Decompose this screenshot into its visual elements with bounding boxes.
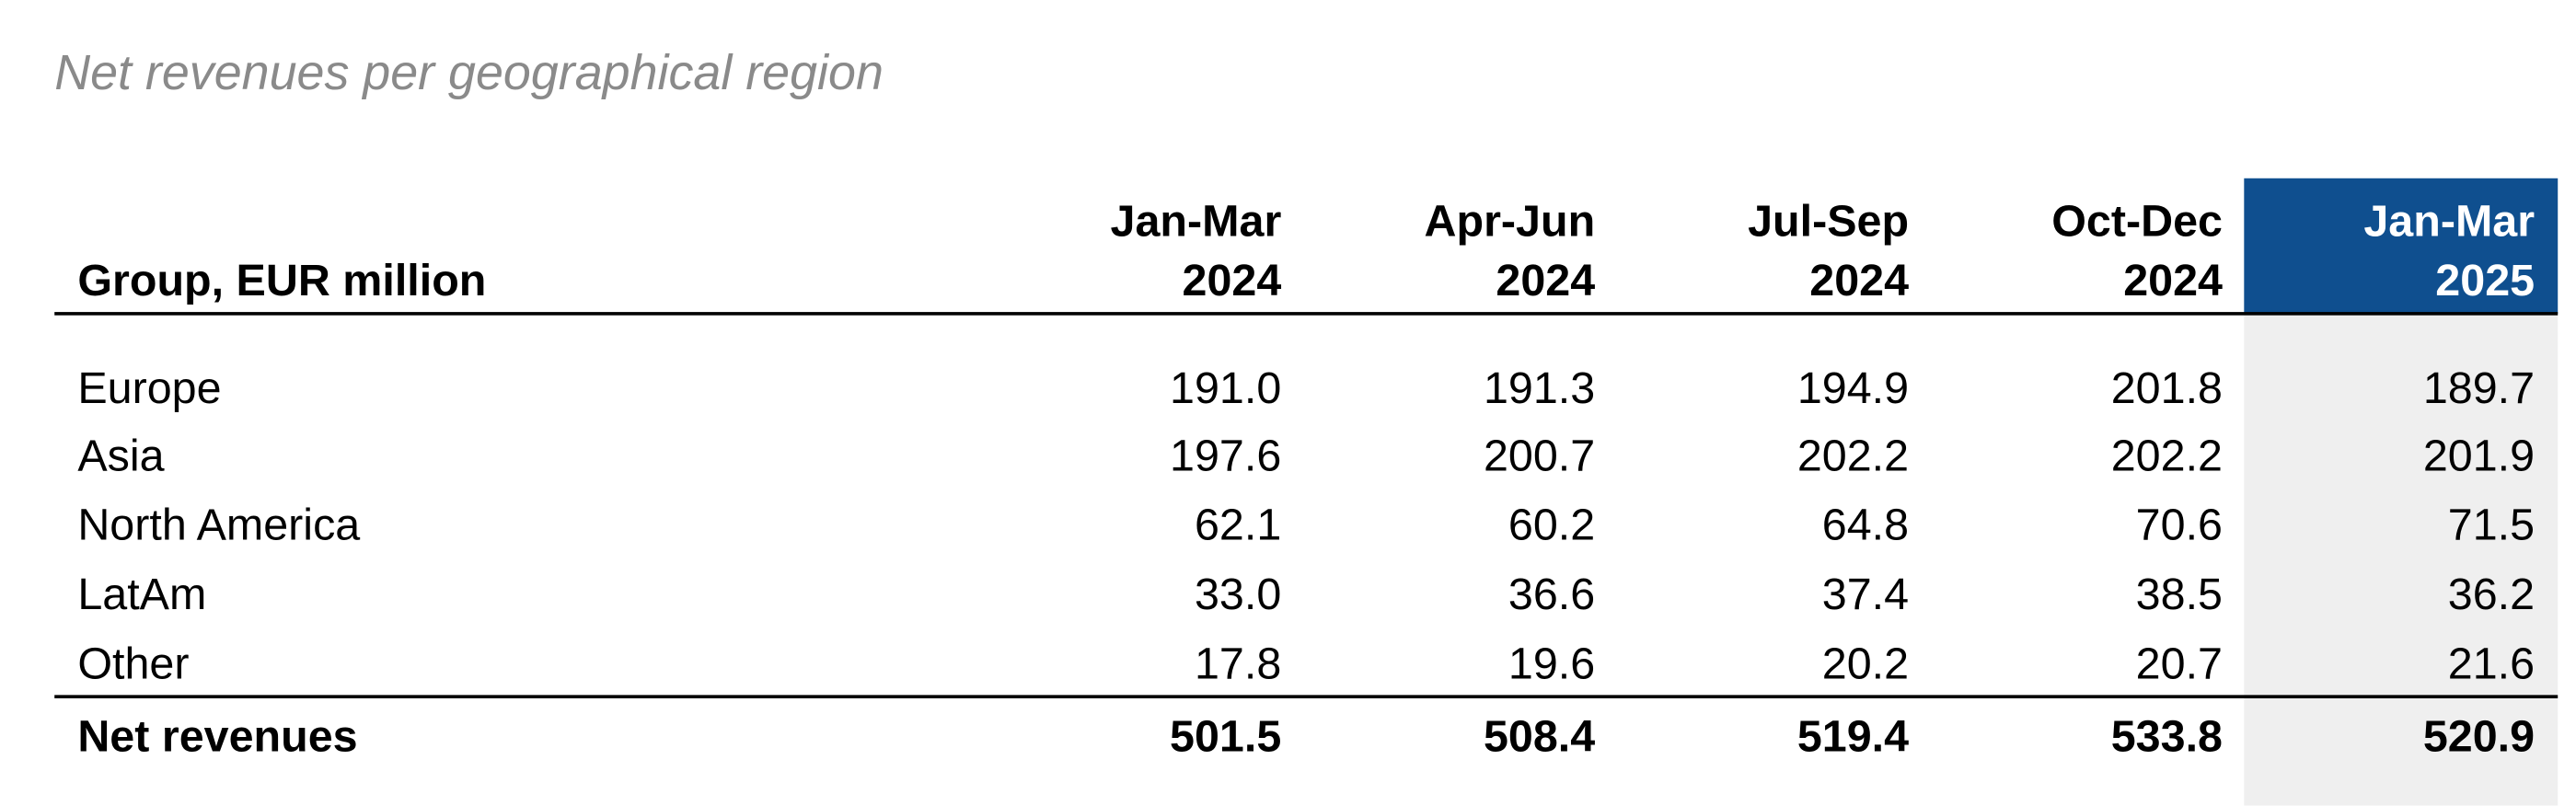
- cell-value: 189.7: [2422, 363, 2536, 413]
- total-rule: [54, 695, 2559, 698]
- cell-value: 202.2: [1796, 431, 1910, 481]
- cell-value: 60.2: [1507, 500, 1596, 550]
- column-year: 2024: [1809, 256, 1910, 305]
- cell-value: 197.6: [1170, 431, 1282, 481]
- cell-value: 201.8: [2110, 363, 2223, 413]
- cell-value: 191.0: [1170, 363, 1282, 413]
- cell-value: 20.7: [2135, 639, 2223, 689]
- row-label: North America: [77, 500, 361, 550]
- column-year: 2024: [2123, 256, 2223, 305]
- row-label: Other: [77, 639, 190, 689]
- row-label: Europe: [77, 363, 222, 413]
- cell-value: 17.8: [1194, 639, 1282, 689]
- column-period: Apr-Jun: [1424, 196, 1596, 247]
- column-period: Jan-Mar: [2363, 196, 2536, 247]
- column-year: 2025: [2435, 256, 2536, 305]
- column-period: Jan-Mar: [1110, 196, 1282, 247]
- highlight-header: [2244, 178, 2559, 314]
- row-label: Asia: [77, 431, 165, 481]
- cell-value: 202.2: [2110, 431, 2223, 481]
- cell-value: 19.6: [1507, 639, 1596, 689]
- highlight-column: [2244, 313, 2559, 806]
- total-label: Net revenues: [77, 711, 358, 762]
- column-period: Oct-Dec: [2051, 196, 2223, 247]
- cell-value: 37.4: [1821, 569, 1910, 619]
- cell-value: 64.8: [1821, 500, 1910, 550]
- title: Net revenues per geographical region: [54, 46, 884, 101]
- total-value: 533.8: [2110, 711, 2223, 762]
- cell-value: 21.6: [2447, 639, 2536, 689]
- total-value: 520.9: [2422, 711, 2536, 762]
- column-year: 2024: [1182, 256, 1282, 305]
- total-value: 519.4: [1796, 711, 1910, 762]
- cell-value: 20.2: [1821, 639, 1910, 689]
- cell-value: 33.0: [1194, 569, 1282, 619]
- total-value: 508.4: [1483, 711, 1596, 762]
- cell-value: 62.1: [1194, 500, 1282, 550]
- header-rule: [54, 312, 2559, 316]
- cell-value: 70.6: [2135, 500, 2223, 550]
- total-value: 501.5: [1170, 711, 1282, 762]
- column-period: Jul-Sep: [1748, 196, 1910, 247]
- cell-value: 36.2: [2447, 569, 2536, 619]
- row-label: LatAm: [77, 569, 207, 619]
- cell-value: 194.9: [1796, 363, 1910, 413]
- column-year: 2024: [1496, 256, 1596, 305]
- cell-value: 191.3: [1483, 363, 1596, 413]
- cell-value: 200.7: [1483, 431, 1596, 481]
- cell-value: 71.5: [2447, 500, 2536, 550]
- cell-value: 201.9: [2422, 431, 2536, 481]
- corner-label: Group, EUR million: [77, 256, 487, 305]
- cell-value: 36.6: [1507, 569, 1596, 619]
- cell-value: 38.5: [2135, 569, 2223, 619]
